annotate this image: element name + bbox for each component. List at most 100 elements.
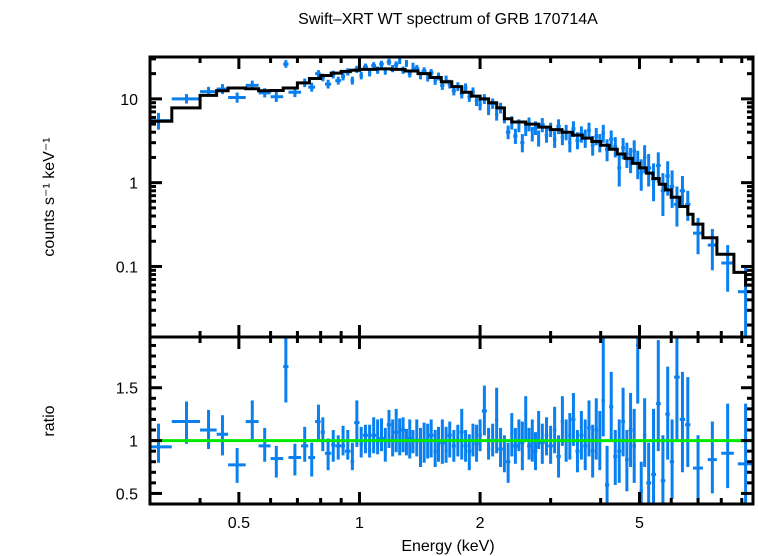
- ratio-panel: 1.5 1 0.5: [116, 337, 753, 504]
- data-point: [371, 417, 377, 454]
- data-point: [660, 173, 666, 217]
- data-point: [258, 427, 271, 462]
- data-point: [486, 427, 491, 460]
- data-point: [498, 427, 503, 468]
- data-point: [590, 424, 595, 478]
- x-tick-label: 2: [476, 515, 485, 532]
- data-point: [245, 400, 259, 442]
- data-point: [674, 337, 680, 441]
- data-point: [394, 408, 399, 453]
- data-point: [474, 424, 479, 462]
- data-point: [707, 421, 717, 494]
- data-point: [556, 119, 561, 135]
- y-tick-label: 0.5: [116, 486, 138, 503]
- data-point: [646, 442, 652, 504]
- data-point: [539, 118, 545, 133]
- data-point: [520, 134, 525, 153]
- data-point: [513, 427, 518, 464]
- data-point: [685, 377, 691, 468]
- data-point: [359, 426, 363, 458]
- data-point: [568, 413, 572, 460]
- data-point: [571, 393, 576, 446]
- data-point: [628, 393, 633, 468]
- data-point: [560, 396, 565, 446]
- data-point: [404, 59, 408, 67]
- spectrum-y-tick-labels: 10 1 0.1: [116, 92, 138, 277]
- data-point: [513, 128, 518, 144]
- data-point: [639, 461, 643, 504]
- data-point: [433, 430, 437, 468]
- data-point: [228, 447, 246, 483]
- data-point: [617, 419, 622, 483]
- data-point: [587, 400, 591, 457]
- data-point: [451, 430, 456, 462]
- data-point: [444, 426, 448, 463]
- data-point: [216, 415, 229, 456]
- data-point: [228, 92, 246, 103]
- data-point: [632, 408, 636, 483]
- data-point: [171, 401, 201, 444]
- data-point: [379, 418, 384, 452]
- data-point: [270, 445, 284, 478]
- data-point: [418, 427, 422, 468]
- data-point: [428, 419, 434, 458]
- data-point: [283, 337, 289, 403]
- ratio-y-tick-labels: 1.5 1 0.5: [116, 381, 138, 504]
- data-point: [533, 432, 538, 471]
- data-point: [669, 419, 675, 499]
- data-point: [436, 426, 441, 462]
- data-point: [575, 430, 580, 473]
- data-point: [308, 442, 316, 477]
- data-point: [495, 387, 499, 454]
- data-point: [594, 398, 599, 460]
- data-point: [335, 76, 342, 85]
- data-point: [568, 134, 572, 153]
- data-point: [660, 435, 666, 504]
- data-point: [601, 124, 605, 143]
- data-point: [341, 72, 345, 81]
- data-point: [656, 340, 661, 452]
- model-step-line: [150, 67, 753, 287]
- x-tick-label: 5: [635, 515, 644, 532]
- data-point: [609, 371, 614, 441]
- data-point: [386, 58, 392, 66]
- data-point: [376, 419, 380, 455]
- data-point: [524, 396, 528, 441]
- data-point: [544, 417, 549, 456]
- data-point: [651, 163, 657, 202]
- data-point: [391, 419, 395, 457]
- data-point: [642, 398, 647, 468]
- y-tick-label: 0.1: [116, 259, 138, 276]
- data-point: [359, 71, 363, 80]
- data-point: [621, 387, 625, 457]
- data-point: [478, 99, 482, 111]
- y-tick-label: 1: [129, 176, 138, 193]
- data-point: [651, 408, 657, 504]
- data-point: [530, 127, 534, 142]
- data-point: [308, 82, 316, 92]
- data-point: [583, 419, 588, 471]
- x-axis-label: Energy (keV): [401, 538, 494, 555]
- data-point: [604, 445, 610, 504]
- data-point: [350, 442, 355, 471]
- data-point: [537, 130, 541, 147]
- data-point: [587, 122, 591, 140]
- data-point: [324, 438, 332, 471]
- data-point: [613, 430, 618, 485]
- y-axis-label-spectrum: counts s⁻¹ keV⁻¹: [41, 137, 58, 256]
- data-point: [505, 125, 511, 140]
- data-point: [320, 417, 325, 452]
- data-point: [617, 153, 622, 187]
- y-tick-label: 10: [120, 92, 138, 109]
- spectrum-model-series: [150, 67, 753, 287]
- data-point: [404, 428, 408, 456]
- data-point: [520, 421, 525, 471]
- chart-title: Swift–XRT WT spectrum of GRB 170714A: [298, 11, 598, 28]
- data-point: [621, 138, 625, 160]
- data-point: [414, 419, 420, 457]
- y-axis-label-ratio: ratio: [41, 405, 58, 436]
- data-point: [335, 435, 342, 460]
- data-point: [632, 140, 636, 164]
- data-point: [421, 422, 427, 463]
